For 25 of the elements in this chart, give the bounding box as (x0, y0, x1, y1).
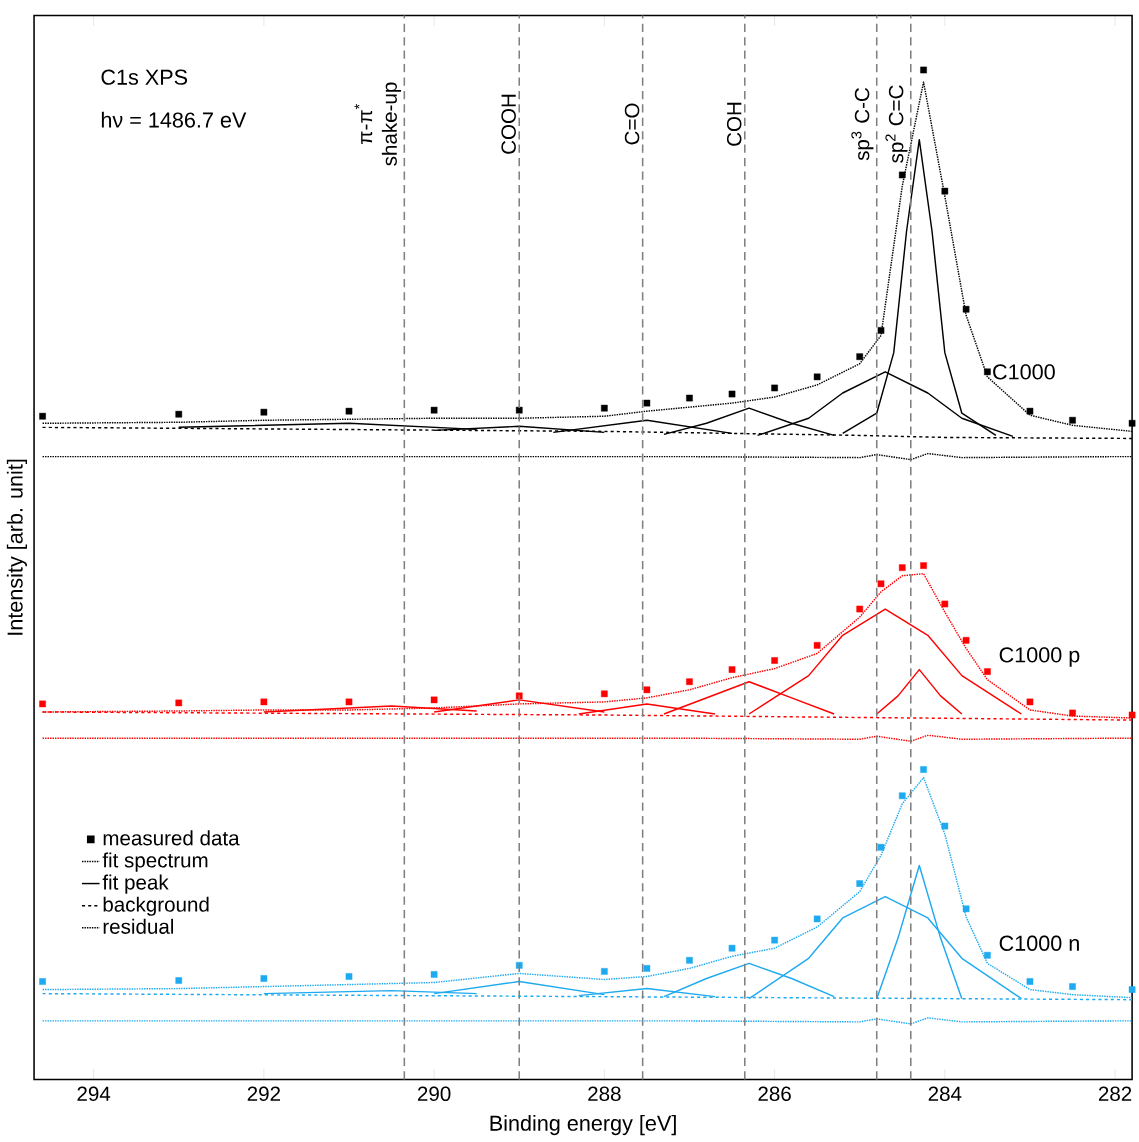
legend-label: background (103, 896, 209, 916)
text: π-π$^{*}$ shake-up (354, 82, 401, 166)
x-tick-label: 290 (417, 1086, 451, 1102)
ref-line-label: sp$^{3}$ C-C (851, 87, 874, 161)
annotation: C1000 p (999, 647, 1080, 667)
annotation: C1000 (993, 364, 1055, 380)
annotation: C1000 n (999, 935, 1079, 951)
ref-line-label: C=O (624, 103, 640, 145)
ref-line-label: COH (726, 102, 742, 146)
x-tick-label: 282 (1098, 1086, 1132, 1102)
legend-label: residual (103, 918, 173, 934)
ref-line-label: sp$^{2}$ C=C (885, 85, 908, 163)
x-axis-title: Binding energy [eV] (490, 1115, 676, 1136)
legend-label: fit peak (102, 874, 169, 894)
legend-label: fit spectrum (102, 852, 208, 872)
annotation: C1s XPS (101, 69, 188, 85)
x-tick-label: 292 (247, 1086, 280, 1102)
x-tick-label: 284 (928, 1086, 962, 1102)
x-tick-label: 294 (77, 1086, 111, 1102)
ref-line-label: COOH (501, 94, 516, 154)
annotation: hν = 1486.7 eV (101, 111, 247, 128)
legend-label: measured data (103, 830, 240, 846)
x-tick-label: 288 (588, 1086, 621, 1102)
x-tick-label: 286 (758, 1086, 791, 1102)
y-axis-title: Intensity [arb. unit] (6, 459, 27, 635)
